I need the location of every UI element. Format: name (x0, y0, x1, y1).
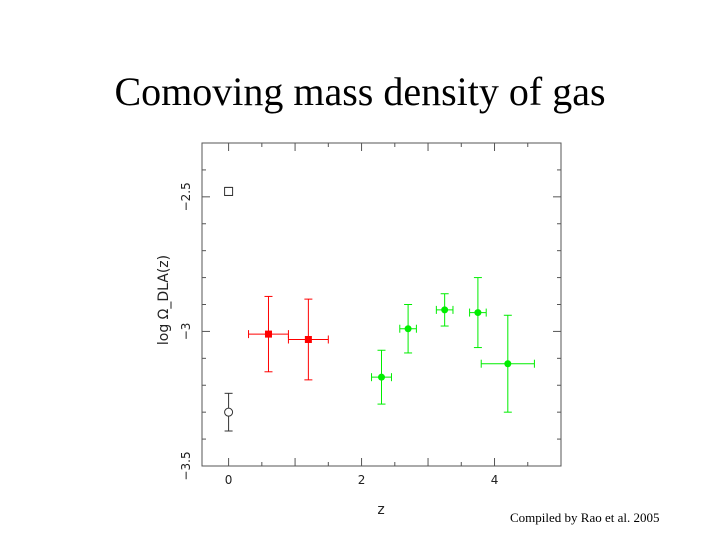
data-point-square (264, 330, 272, 338)
y-tick-label: −3.5 (179, 451, 193, 480)
x-tick-label: 4 (491, 473, 499, 487)
data-point-circle (378, 373, 385, 381)
axis-ticks: 0 2 4 −3.5 −3 −2.5 (179, 142, 562, 487)
data-point-circle (504, 360, 512, 368)
data-layer (224, 186, 535, 432)
plot-frame (201, 142, 562, 467)
x-axis-label: z (377, 502, 384, 518)
data-point-circle (404, 325, 412, 333)
data-point-open-circle (224, 407, 234, 417)
x-tick-label: 2 (358, 473, 366, 487)
x-tick-label: 0 (225, 473, 233, 487)
credit-text: Compiled by Rao et al. 2005 (510, 510, 660, 525)
data-point-circle (474, 309, 482, 317)
slide-title: Comoving mass density of gas (114, 69, 606, 114)
y-tick-label: −2.5 (179, 182, 193, 211)
data-point-circle (441, 306, 449, 314)
plot-border (201, 142, 562, 467)
y-tick-label: −3 (179, 323, 193, 341)
y-axis-label: log Ω_DLA(z) (156, 255, 172, 345)
data-point-open-square (224, 186, 234, 196)
data-point-square (304, 335, 312, 343)
